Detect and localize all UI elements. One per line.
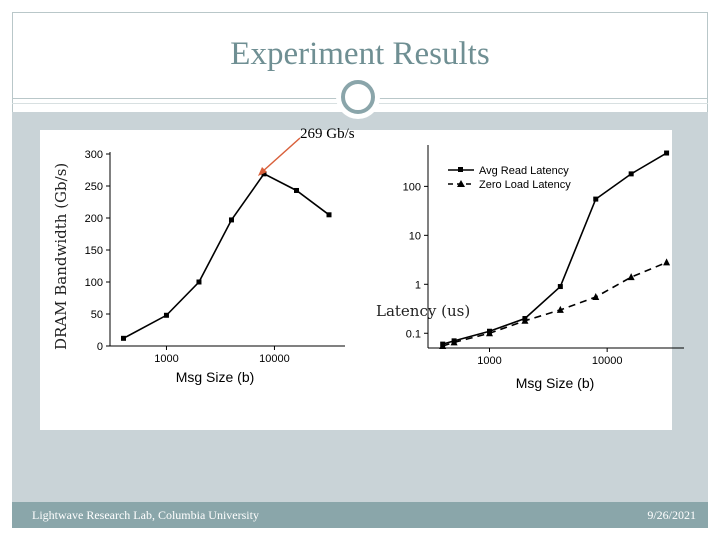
zero-load-latency-line xyxy=(442,261,667,347)
left-data-point xyxy=(261,171,267,177)
zero-load-latency-point xyxy=(556,305,564,313)
annotation-arrow xyxy=(261,137,301,173)
left-y-tick-label: 50 xyxy=(91,309,103,321)
left-y-tick-label: 200 xyxy=(85,213,103,225)
right-y-tick-label: 100 xyxy=(403,181,421,193)
right-y-label: Latency (us) xyxy=(376,302,471,320)
right-series xyxy=(439,150,671,349)
footer-bar xyxy=(12,502,708,528)
left-x-ticks: 1000 10000 xyxy=(154,346,290,365)
zero-load-latency-point xyxy=(592,293,600,301)
legend-marker-avg xyxy=(458,167,463,172)
footer-date: 9/26/2021 xyxy=(647,508,696,522)
annotation-arrowhead xyxy=(258,167,267,176)
left-y-tick-label: 300 xyxy=(85,149,103,161)
avg-read-latency-point xyxy=(593,196,599,202)
left-series xyxy=(120,171,332,341)
avg-read-latency-line xyxy=(442,152,667,345)
avg-read-latency-point xyxy=(664,150,670,156)
right-x-label: Msg Size (b) xyxy=(516,375,595,391)
right-y-tick-label: 1 xyxy=(415,279,421,291)
right-y-ticks: 0.1 1 10 100 xyxy=(403,181,428,340)
avg-read-latency-point xyxy=(557,284,563,290)
right-x-tick-label: 10000 xyxy=(592,355,623,367)
left-y-label: DRAM Bandwidth (Gb/s) xyxy=(52,162,70,350)
left-x-tick-label: 1000 xyxy=(154,353,178,365)
zero-load-latency-point xyxy=(439,341,447,349)
footer-organization: Lightwave Research Lab, Columbia Univers… xyxy=(32,508,259,522)
zero-load-latency-point xyxy=(627,273,635,281)
right-x-tick-label: 1000 xyxy=(477,355,501,367)
legend-label-zero: Zero Load Latency xyxy=(479,179,571,191)
left-x-tick-label: 10000 xyxy=(259,353,290,365)
left-data-point xyxy=(163,312,169,318)
left-data-point xyxy=(196,279,202,285)
peak-annotation: 269 Gb/s xyxy=(300,126,355,142)
right-x-ticks: 1000 10000 xyxy=(477,348,622,367)
left-x-label: Msg Size (b) xyxy=(176,369,255,385)
zero-load-latency-point xyxy=(663,258,671,266)
legend-label-avg: Avg Read Latency xyxy=(479,165,569,177)
zero-load-latency-point xyxy=(450,338,458,346)
left-y-tick-label: 100 xyxy=(85,277,103,289)
legend-marker-zero xyxy=(457,180,465,187)
ring-ornament-icon xyxy=(341,80,375,114)
right-legend: Avg Read Latency Zero Load Latency xyxy=(448,165,571,191)
left-y-tick-label: 150 xyxy=(85,245,103,257)
zero-load-latency-point xyxy=(521,316,529,324)
left-data-point xyxy=(228,217,234,223)
chart-image-area xyxy=(40,130,672,430)
left-data-point xyxy=(120,335,126,341)
left-y-tick-label: 250 xyxy=(85,181,103,193)
left-data-point xyxy=(294,187,300,193)
left-y-ticks: 0 50 100 150 200 250 300 xyxy=(85,149,110,353)
avg-read-latency-point xyxy=(628,171,634,177)
right-y-tick-label: 0.1 xyxy=(406,328,421,340)
left-data-point xyxy=(326,212,332,218)
right-y-tick-label: 10 xyxy=(409,230,421,242)
left-y-tick-label: 0 xyxy=(97,341,103,353)
zero-load-latency-point xyxy=(486,329,494,337)
left-series-line xyxy=(123,172,330,340)
slide-title: Experiment Results xyxy=(230,36,490,72)
